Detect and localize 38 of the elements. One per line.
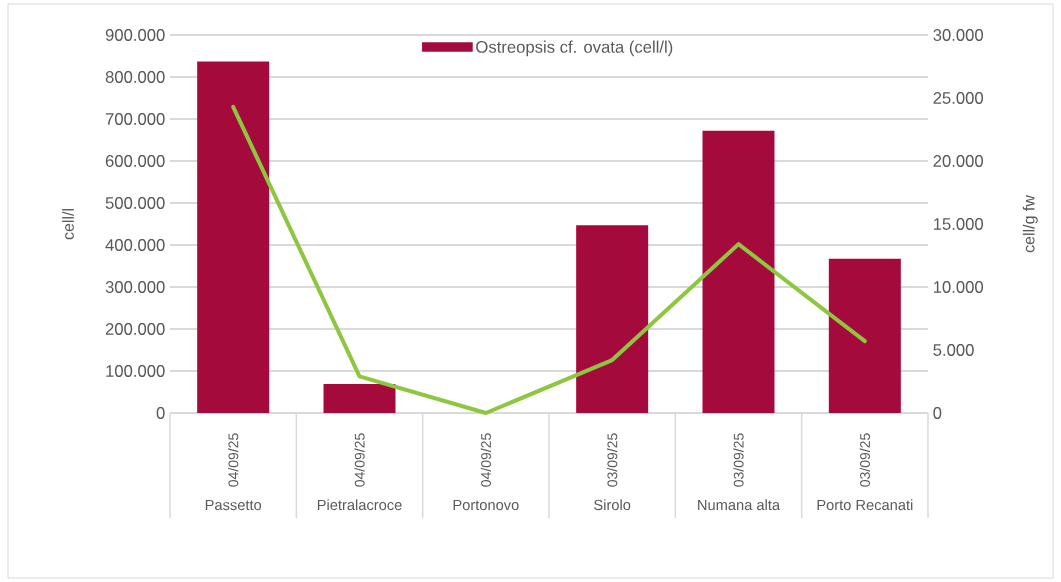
x-tick-label: Portonovo — [453, 499, 519, 511]
y-tick-label: 500.000 — [105, 197, 165, 209]
x-tick-label: Pietralacroce — [317, 499, 402, 511]
legend-label: Ostreopsis cf. ovata (cell/l) — [476, 40, 673, 57]
y-tick-label: 800.000 — [105, 71, 165, 83]
y-tick-label: 100.000 — [106, 365, 165, 377]
text: 03/09/25 — [859, 433, 870, 487]
y2-axis-title: cell/g fw — [1022, 195, 1038, 253]
text: 04/09/25 — [228, 433, 239, 487]
x-tick-label: Porto Recanati — [817, 499, 913, 511]
y2-tick-label: 30.000 — [933, 29, 984, 41]
y2-tick-label: 5.000 — [933, 344, 974, 356]
y-tick-label: 200.000 — [105, 323, 165, 335]
y-tick-label: 900.000 — [105, 29, 165, 41]
bar — [197, 61, 270, 413]
x-tick-label: Sirolo — [594, 499, 631, 511]
y-tick-label: 400.000 — [105, 239, 165, 251]
text: 04/09/25 — [354, 433, 365, 487]
y2-tick-label: 15.000 — [933, 218, 984, 230]
y2-tick-label: 20.000 — [933, 155, 984, 167]
bar — [576, 225, 649, 413]
y2-tick-label: 25.000 — [933, 92, 984, 104]
bar — [323, 384, 396, 413]
y2-tick-label: 0 — [933, 407, 942, 419]
text: 03/09/25 — [733, 433, 744, 487]
y-tick-label: 0 — [156, 407, 165, 419]
y-tick-label: 300.000 — [105, 281, 165, 293]
x-tick-label: Numana alta — [698, 499, 781, 511]
y-tick-label: 700.000 — [105, 113, 165, 125]
y-axis-title: cell/l — [62, 209, 74, 240]
line-series — [231, 104, 867, 415]
y2-tick-label: 10.000 — [933, 281, 984, 293]
text: 03/09/25 — [607, 433, 618, 487]
x-tick-label: Passetto — [205, 499, 262, 511]
bar — [828, 258, 901, 413]
text: 04/09/25 — [480, 433, 491, 487]
bar — [702, 130, 775, 413]
y-tick-label: 600.000 — [105, 155, 165, 167]
